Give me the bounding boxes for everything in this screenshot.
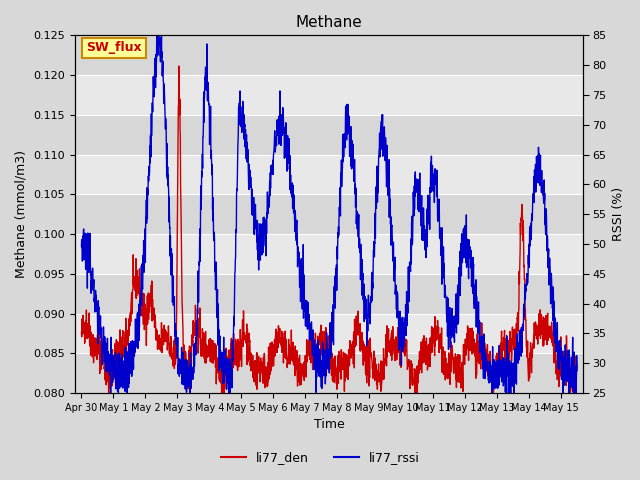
Bar <box>75 274 583 313</box>
Bar <box>75 194 583 234</box>
X-axis label: Time: Time <box>314 419 344 432</box>
Y-axis label: RSSI (%): RSSI (%) <box>612 187 625 241</box>
Text: SW_flux: SW_flux <box>86 41 142 54</box>
Title: Methane: Methane <box>296 15 362 30</box>
Bar <box>75 353 583 393</box>
Legend: li77_den, li77_rssi: li77_den, li77_rssi <box>216 446 424 469</box>
Bar <box>75 115 583 155</box>
Y-axis label: Methane (mmol/m3): Methane (mmol/m3) <box>15 150 28 278</box>
Bar <box>75 36 583 75</box>
